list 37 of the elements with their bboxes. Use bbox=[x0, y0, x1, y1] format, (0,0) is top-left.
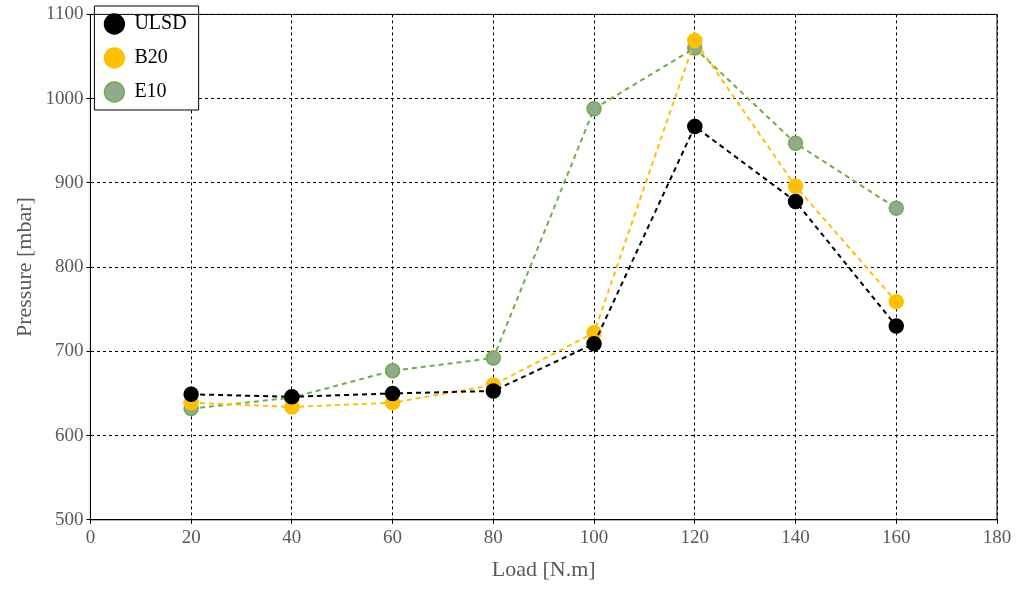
y-tick-label: 1000 bbox=[45, 86, 84, 108]
y-axis-title: Pressure [mbar] bbox=[10, 197, 36, 338]
y-tick-label: 800 bbox=[54, 255, 84, 277]
point bbox=[687, 118, 703, 135]
point bbox=[888, 293, 905, 310]
point bbox=[888, 318, 905, 334]
point bbox=[787, 135, 804, 152]
point bbox=[485, 350, 502, 366]
point bbox=[586, 100, 602, 117]
point bbox=[384, 362, 401, 379]
point bbox=[787, 193, 804, 210]
legend-label: E10 bbox=[134, 79, 167, 102]
x-tick-label: 160 bbox=[882, 526, 911, 548]
x-tick-label: 40 bbox=[282, 526, 302, 548]
legend-label: B20 bbox=[134, 45, 168, 68]
y-tick-label: 700 bbox=[54, 339, 84, 361]
x-tick-label: 120 bbox=[680, 526, 710, 548]
point bbox=[183, 386, 199, 403]
y-tick-label: 1100 bbox=[46, 2, 84, 24]
point bbox=[687, 32, 703, 49]
y-tick-label: 500 bbox=[54, 507, 84, 529]
point bbox=[485, 383, 502, 399]
x-tick-label: 100 bbox=[579, 526, 609, 548]
x-tick-label: 20 bbox=[181, 526, 201, 548]
legend-label: ULSD bbox=[134, 11, 187, 34]
point bbox=[888, 200, 905, 216]
x-tick-label: 60 bbox=[383, 526, 403, 548]
y-tick-label: 600 bbox=[54, 423, 84, 445]
x-tick-label: 140 bbox=[781, 526, 810, 548]
point bbox=[787, 178, 804, 194]
point bbox=[586, 336, 602, 352]
x-tick-label: 180 bbox=[982, 526, 1012, 548]
x-tick-label: 0 bbox=[85, 526, 96, 548]
y-tick-label: 900 bbox=[54, 170, 84, 192]
x-axis-title: Load [N.m] bbox=[491, 555, 596, 581]
point bbox=[384, 385, 401, 402]
x-tick-label: 80 bbox=[483, 526, 503, 548]
